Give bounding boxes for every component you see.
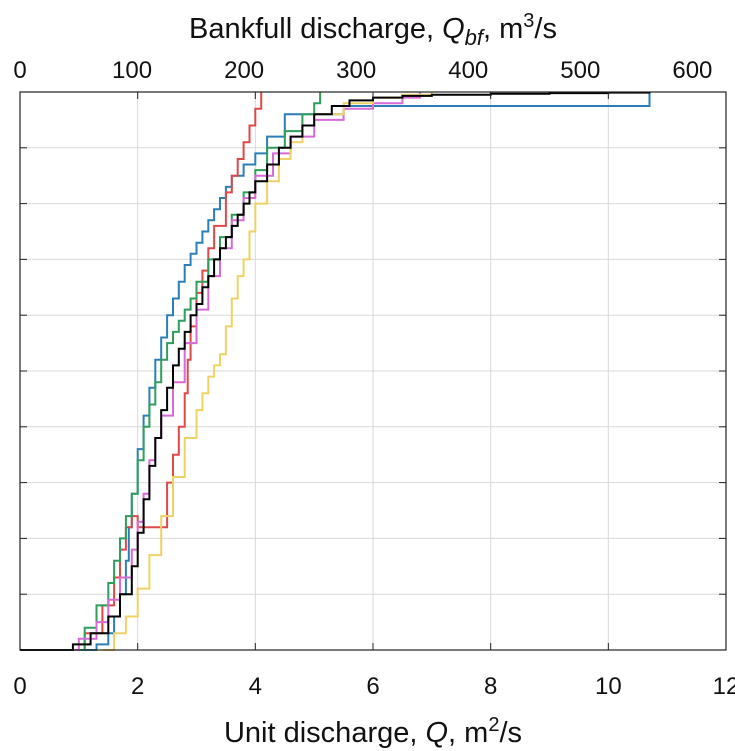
x-tick-label: 4 [249, 673, 262, 700]
cdf-series-line [72, 92, 263, 651]
x-tick-label: 2 [131, 673, 144, 700]
x2-tick-label: 400 [448, 57, 488, 84]
cdf-series-line [78, 92, 651, 651]
x2-tick-label: 0 [13, 57, 26, 84]
x2-tick-label: 100 [112, 57, 152, 84]
x2-tick-label: 200 [224, 57, 264, 84]
x2-tick-label: 500 [560, 57, 600, 84]
x-tick-label: 10 [595, 673, 622, 700]
cdf-series-line [72, 92, 322, 651]
series-layer [20, 91, 651, 651]
x-axis-title: Unit discharge, Q, m2/s [224, 714, 522, 749]
x2-tick-label: 300 [336, 57, 376, 84]
x-tick-label: 8 [484, 673, 497, 700]
tick-layer: 0 2 4 6 8 10 12 0 100 200 300 400 500 600 [13, 57, 735, 700]
x2-tick-label: 600 [672, 57, 712, 84]
x-tick-label: 6 [366, 673, 379, 700]
x2-axis-title: Bankfull discharge, Qbf, m3/s [189, 10, 557, 50]
cdf-series-line [20, 91, 651, 651]
x-tick-label: 12 [713, 673, 735, 700]
x-tick-label: 0 [13, 673, 26, 700]
